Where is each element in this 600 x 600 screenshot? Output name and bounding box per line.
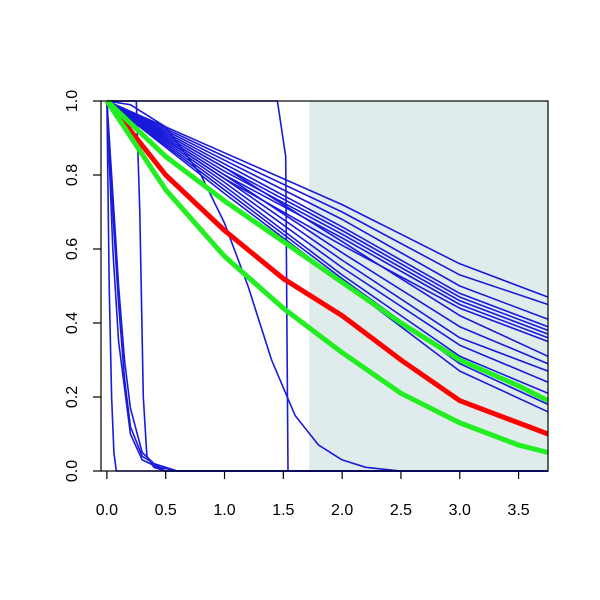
blue-curve-9 — [106, 100, 549, 358]
blue-curve-14 — [106, 100, 549, 406]
x-tick-label: 1.0 — [213, 502, 235, 519]
blue-curve-6 — [106, 100, 549, 335]
x-tick-label: 2.0 — [331, 502, 353, 519]
blue-curve-20 — [106, 100, 548, 472]
blue-curve-1 — [106, 100, 549, 298]
y-tick-label: 1.0 — [64, 90, 81, 112]
x-tick-label: 3.0 — [449, 502, 471, 519]
blue-curve-19 — [106, 100, 548, 472]
red-reference-curve-1 — [104, 99, 549, 437]
blue-curve-16 — [106, 100, 548, 472]
blue-curve-10 — [106, 100, 549, 365]
blue-curve-13 — [106, 100, 549, 395]
y-tick-label: 0.0 — [64, 460, 81, 482]
x-tick-label: 1.5 — [272, 502, 294, 519]
blue-curve-4 — [106, 100, 549, 328]
y-tick-label: 0.6 — [64, 238, 81, 260]
x-tick-label: 0.5 — [155, 502, 177, 519]
x-tick-label: 0.0 — [96, 502, 118, 519]
blue-curve-12 — [106, 100, 549, 383]
blue-curve-2 — [106, 100, 549, 306]
x-tick-label: 3.5 — [507, 502, 529, 519]
plot-frame — [100, 100, 549, 472]
y-tick-label: 0.4 — [64, 312, 81, 334]
y-tick-label: 0.2 — [64, 386, 81, 408]
green-reference-curve-2 — [105, 99, 550, 403]
x-tick-label: 2.5 — [390, 502, 412, 519]
green-reference-curve-3 — [104, 99, 549, 455]
y-tick-label: 0.8 — [64, 164, 81, 186]
blue-curve-3 — [106, 100, 549, 321]
